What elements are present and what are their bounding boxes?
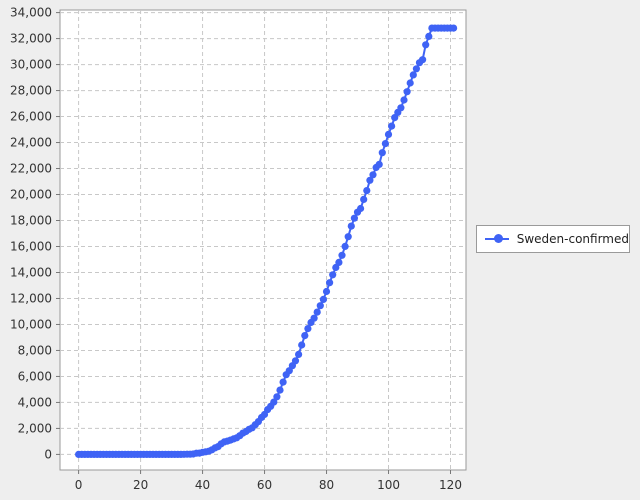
y-tick-label: 30,000: [10, 58, 52, 72]
data-point: [406, 79, 414, 87]
x-tick-label: 80: [319, 478, 334, 492]
data-point: [319, 295, 327, 303]
x-tick-label: 60: [257, 478, 272, 492]
plot-background: [59, 9, 467, 471]
y-tick-label: 24,000: [10, 136, 52, 150]
data-point: [360, 195, 368, 203]
data-point: [341, 242, 349, 250]
data-point: [295, 350, 303, 358]
data-point: [338, 251, 346, 259]
data-point: [301, 332, 309, 340]
data-point: [344, 233, 352, 241]
x-tick-label: 20: [133, 478, 148, 492]
x-tick-label: 120: [439, 478, 462, 492]
data-point: [369, 171, 377, 179]
data-point: [450, 24, 458, 32]
data-point: [313, 308, 321, 316]
y-tick-label: 22,000: [10, 162, 52, 176]
y-tick-label: 6,000: [18, 369, 52, 383]
data-point: [270, 398, 278, 406]
data-point: [298, 341, 306, 349]
data-point: [397, 104, 405, 112]
x-tick-label: 0: [75, 478, 83, 492]
x-tick-label: 100: [377, 478, 400, 492]
x-axis: 0 20 40 60 80 100 120: [75, 470, 462, 492]
data-point: [273, 393, 281, 401]
data-point: [304, 325, 312, 333]
data-point: [279, 378, 287, 386]
y-tick-label: 34,000: [10, 6, 52, 20]
y-tick-label: 2,000: [18, 421, 52, 435]
data-point: [276, 386, 284, 394]
data-point: [316, 302, 324, 310]
data-point: [391, 114, 399, 122]
data-point: [375, 160, 383, 168]
data-point: [326, 279, 334, 287]
data-point: [412, 65, 420, 73]
y-tick-label: 20,000: [10, 188, 52, 202]
data-point: [329, 271, 337, 279]
y-tick-label: 14,000: [10, 265, 52, 279]
data-point: [425, 32, 433, 41]
data-point: [291, 357, 300, 365]
legend-label: Sweden-confirmed: [516, 232, 629, 246]
data-point: [384, 130, 393, 138]
data-point: [400, 96, 408, 104]
data-point: [350, 214, 358, 222]
x-tick-label: 40: [195, 478, 210, 492]
y-tick-label: 12,000: [10, 291, 52, 305]
data-point: [419, 56, 427, 64]
data-point: [363, 187, 371, 195]
legend-marker-icon: [483, 233, 511, 245]
data-point: [335, 258, 343, 266]
y-tick-label: 8,000: [18, 343, 52, 357]
data-point: [422, 41, 430, 49]
data-point: [310, 314, 318, 322]
data-point: [357, 204, 365, 213]
y-tick-label: 10,000: [10, 317, 52, 331]
y-tick-label: 0: [44, 447, 52, 461]
data-point: [347, 222, 355, 230]
y-tick-label: 4,000: [18, 395, 52, 409]
data-point: [322, 287, 331, 296]
data-point: [388, 122, 396, 130]
y-tick-label: 28,000: [10, 84, 52, 98]
y-tick-label: 18,000: [10, 214, 52, 228]
grid-lines: [60, 10, 466, 470]
data-point: [378, 149, 386, 157]
series-sweden-confirmed: [75, 24, 458, 458]
legend: Sweden-confirmed: [476, 225, 630, 253]
data-point: [403, 88, 411, 96]
y-tick-label: 26,000: [10, 110, 52, 124]
y-axis: 0 2,000 4,000 6,000 8,000 10,000 12,000 14,000 1…: [10, 6, 60, 461]
y-tick-label: 16,000: [10, 239, 52, 253]
y-tick-label: 32,000: [10, 32, 52, 46]
data-point: [409, 71, 417, 79]
data-point: [366, 176, 374, 184]
data-point: [381, 140, 389, 148]
